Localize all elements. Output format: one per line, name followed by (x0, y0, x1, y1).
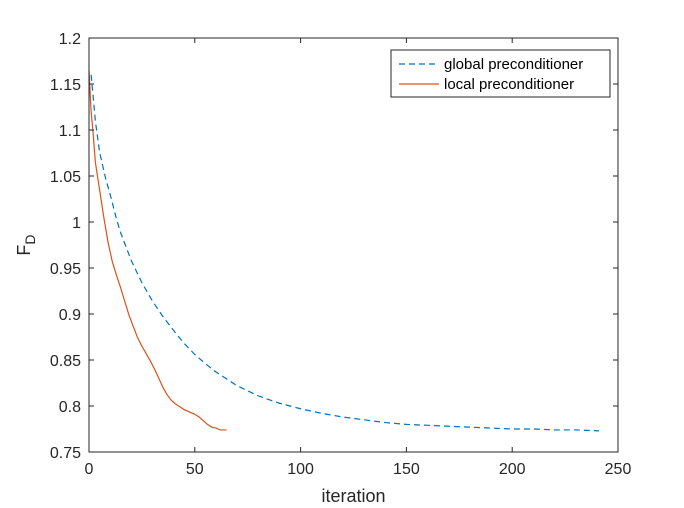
x-tick-label: 200 (499, 461, 526, 478)
legend-label: local preconditioner (444, 76, 574, 93)
legend: global preconditioner local preconditione… (390, 49, 611, 98)
y-axis-label-sub: D (22, 234, 38, 244)
axes-box (88, 37, 619, 453)
series-line-global (90, 74, 599, 432)
legend-label: global preconditioner (444, 56, 583, 73)
y-tick-label: 0.95 (50, 261, 81, 278)
ticks-layer: 0 50 100 150 200 250 0.75 0.8 0.85 0.9 0.95 1 1.05 1.… (50, 31, 632, 478)
y-tick-label: 1.05 (50, 169, 81, 186)
plot-area (89, 38, 618, 452)
y-tick-label: 1.1 (59, 123, 81, 140)
y-tick-label: 0.8 (59, 399, 81, 416)
y-tick-label: 1 (72, 215, 81, 232)
y-tick-label: 0.75 (50, 445, 81, 462)
y-tick-label: 1.2 (59, 31, 81, 48)
series-layer (88, 70, 599, 432)
y-tick-label: 0.9 (59, 307, 81, 324)
y-tick-label: 1.15 (50, 77, 81, 94)
x-tick-label: 250 (605, 461, 632, 478)
y-tick-label: 0.85 (50, 353, 81, 370)
x-tick-label: 0 (85, 461, 94, 478)
x-tick-label: 100 (287, 461, 314, 478)
x-tick-label: 150 (393, 461, 420, 478)
legend-box (390, 49, 611, 98)
series-line-local (88, 70, 227, 431)
x-tick-label: 50 (186, 461, 204, 478)
y-axis-label: FD (14, 234, 38, 255)
y-axis-label-main: F (14, 245, 34, 256)
x-axis-label: iteration (321, 486, 385, 506)
